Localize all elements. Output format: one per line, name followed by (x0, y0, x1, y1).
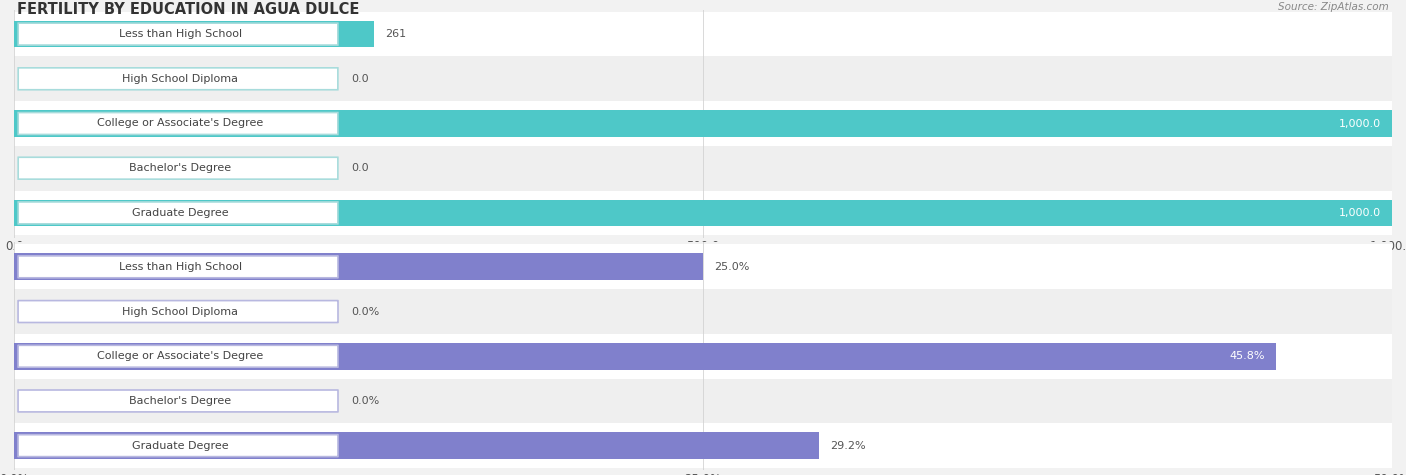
FancyBboxPatch shape (18, 345, 337, 367)
Text: Bachelor's Degree: Bachelor's Degree (129, 163, 231, 173)
Text: Graduate Degree: Graduate Degree (132, 441, 228, 451)
Text: High School Diploma: High School Diploma (122, 74, 238, 84)
Bar (14, 21, 374, 48)
Bar (14, 12, 1392, 57)
Bar (14, 146, 1392, 190)
Text: High School Diploma: High School Diploma (122, 306, 238, 316)
Text: Graduate Degree: Graduate Degree (132, 208, 228, 218)
Bar (14, 57, 1392, 101)
Bar (14, 190, 1392, 235)
FancyBboxPatch shape (18, 157, 337, 179)
Bar (14, 379, 1392, 423)
Text: 0.0: 0.0 (352, 163, 370, 173)
Text: Less than High School: Less than High School (118, 262, 242, 272)
Bar (14, 423, 1392, 468)
Text: 0.0%: 0.0% (352, 396, 380, 406)
Text: 0.0%: 0.0% (352, 306, 380, 316)
Text: College or Associate's Degree: College or Associate's Degree (97, 351, 263, 361)
FancyBboxPatch shape (18, 68, 337, 90)
Bar (14, 343, 1277, 370)
Bar (14, 334, 1392, 379)
Bar (14, 254, 703, 280)
FancyBboxPatch shape (18, 23, 337, 45)
FancyBboxPatch shape (18, 390, 337, 412)
Text: 1,000.0: 1,000.0 (1339, 208, 1381, 218)
Text: 25.0%: 25.0% (714, 262, 749, 272)
FancyBboxPatch shape (18, 202, 337, 224)
Bar (14, 101, 1392, 146)
FancyBboxPatch shape (18, 435, 337, 456)
Text: 261: 261 (385, 29, 406, 39)
Bar (14, 289, 1392, 334)
Text: 45.8%: 45.8% (1230, 351, 1265, 361)
Text: 0.0: 0.0 (352, 74, 370, 84)
Bar (14, 245, 1392, 289)
FancyBboxPatch shape (18, 301, 337, 323)
Text: Less than High School: Less than High School (118, 29, 242, 39)
Text: College or Associate's Degree: College or Associate's Degree (97, 118, 263, 129)
FancyBboxPatch shape (18, 256, 337, 278)
Text: 29.2%: 29.2% (830, 441, 865, 451)
Text: 1,000.0: 1,000.0 (1339, 118, 1381, 129)
Bar (14, 110, 1392, 137)
Text: Bachelor's Degree: Bachelor's Degree (129, 396, 231, 406)
Bar (14, 200, 1392, 226)
Text: FERTILITY BY EDUCATION IN AGUA DULCE: FERTILITY BY EDUCATION IN AGUA DULCE (17, 2, 360, 18)
Text: Source: ZipAtlas.com: Source: ZipAtlas.com (1278, 2, 1389, 12)
FancyBboxPatch shape (18, 113, 337, 134)
Bar (14, 432, 818, 459)
